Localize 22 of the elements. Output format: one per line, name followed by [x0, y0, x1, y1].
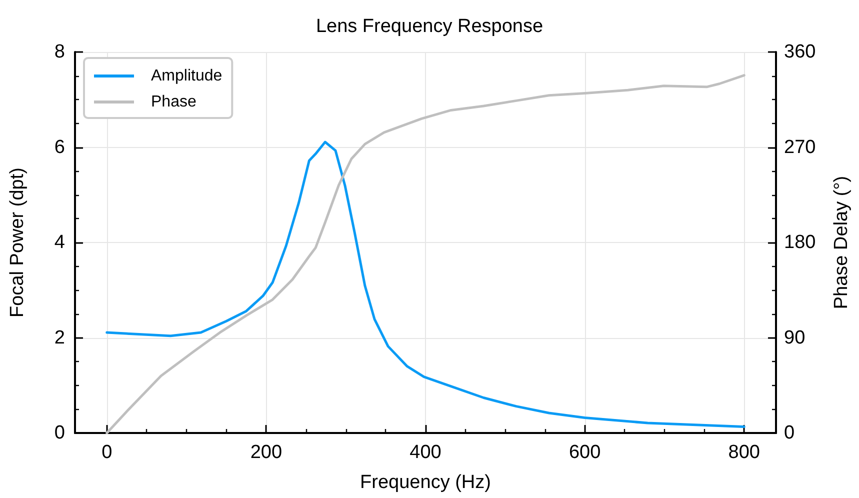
y-tick-label: 6: [54, 136, 65, 158]
chart-title: Lens Frequency Response: [316, 16, 544, 37]
y-tick-label: 0: [54, 422, 65, 444]
legend-label: Amplitude: [151, 68, 222, 84]
x-tick-label: 600: [568, 442, 601, 463]
y-tick-label: 2: [54, 327, 65, 348]
legend-label: Phase: [151, 94, 196, 110]
x-axis-title: Frequency (Hz): [360, 472, 491, 493]
y-tick-label: 4: [54, 232, 66, 253]
y2-axis-title: Phase Delay (°): [831, 176, 852, 310]
x-tick-label: 200: [250, 442, 282, 463]
y2-tick-label: 360: [784, 42, 816, 62]
y2-tick-label: 0: [784, 422, 795, 444]
y2-tick-label: 90: [784, 327, 806, 348]
x-tick-label: 0: [102, 442, 112, 463]
y2-tick-label: 270: [784, 136, 816, 158]
x-tick-label: 400: [410, 442, 442, 463]
y2-tick-label: 180: [784, 232, 816, 253]
x-tick-label: 800: [728, 442, 760, 463]
line-series: [106, 140, 746, 428]
y-axis-title: Focal Power (dpt): [7, 168, 28, 318]
y-tick-label: 8: [54, 42, 65, 62]
